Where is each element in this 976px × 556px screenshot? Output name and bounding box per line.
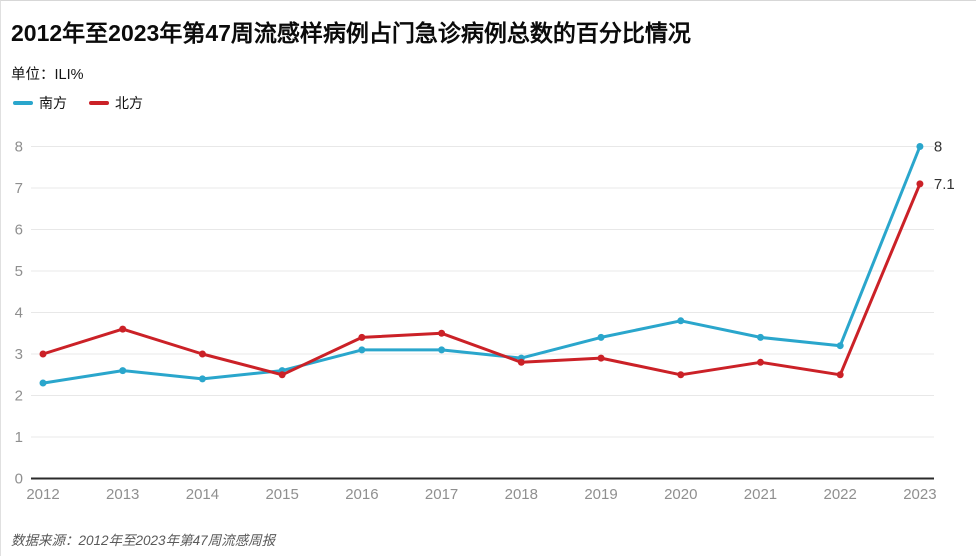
data-point — [119, 325, 127, 333]
data-point — [597, 333, 605, 341]
x-tick-label: 2013 — [106, 486, 139, 503]
data-point — [358, 333, 366, 341]
x-tick-label: 2016 — [345, 486, 378, 503]
chart-title: 2012年至2023年第47周流感样病例占门急诊病例总数的百分比情况 — [11, 20, 691, 46]
data-source-note: 数据来源：2012年至2023年第47周流感周报 — [11, 533, 276, 548]
data-point — [677, 371, 685, 379]
data-point — [198, 350, 206, 358]
data-point — [119, 367, 127, 375]
y-tick-label: 8 — [15, 139, 23, 156]
x-tick-label: 2017 — [425, 486, 458, 503]
y-tick-label: 5 — [15, 263, 23, 280]
end-value-label: 7.1 — [934, 176, 955, 193]
unit-label: 单位：ILI% — [11, 67, 84, 83]
data-point — [677, 317, 685, 325]
y-tick-label: 4 — [15, 305, 23, 322]
data-point — [597, 354, 605, 362]
x-tick-label: 2022 — [824, 486, 857, 503]
data-point — [39, 350, 47, 358]
data-point — [836, 371, 844, 379]
x-tick-label: 2023 — [903, 486, 936, 503]
data-point — [438, 329, 446, 337]
series-line-北方 — [41, 182, 922, 377]
y-tick-label: 3 — [15, 346, 23, 363]
data-point — [916, 180, 924, 188]
y-tick-label: 0 — [15, 471, 23, 488]
y-tick-label: 1 — [15, 429, 23, 446]
x-tick-label: 2020 — [664, 486, 697, 503]
data-point — [756, 358, 764, 366]
x-tick-label: 2014 — [186, 486, 219, 503]
x-tick-label: 2019 — [584, 486, 617, 503]
data-point — [438, 346, 446, 354]
x-tick-label: 2012 — [26, 486, 59, 503]
x-tick-label: 2021 — [744, 486, 777, 503]
y-tick-label: 2 — [15, 388, 23, 405]
end-value-label: 8 — [934, 139, 942, 156]
legend-label: 南方 — [39, 95, 67, 111]
data-point — [756, 333, 764, 341]
legend-item-north: 北方 — [89, 93, 143, 113]
data-point — [278, 371, 286, 379]
x-tick-label: 2018 — [505, 486, 538, 503]
data-point — [358, 346, 366, 354]
legend: 南方 北方 — [13, 93, 143, 113]
legend-label: 北方 — [115, 95, 143, 111]
data-point — [517, 358, 525, 366]
series-line-南方 — [41, 145, 922, 385]
y-tick-label: 6 — [15, 222, 23, 239]
legend-swatch — [13, 101, 33, 105]
y-tick-label: 7 — [15, 180, 23, 197]
legend-item-south: 南方 — [13, 93, 67, 113]
data-point — [198, 375, 206, 383]
legend-swatch — [89, 101, 109, 105]
data-point — [836, 342, 844, 350]
x-tick-label: 2015 — [265, 486, 298, 503]
data-point — [916, 143, 924, 150]
data-point — [39, 379, 47, 387]
